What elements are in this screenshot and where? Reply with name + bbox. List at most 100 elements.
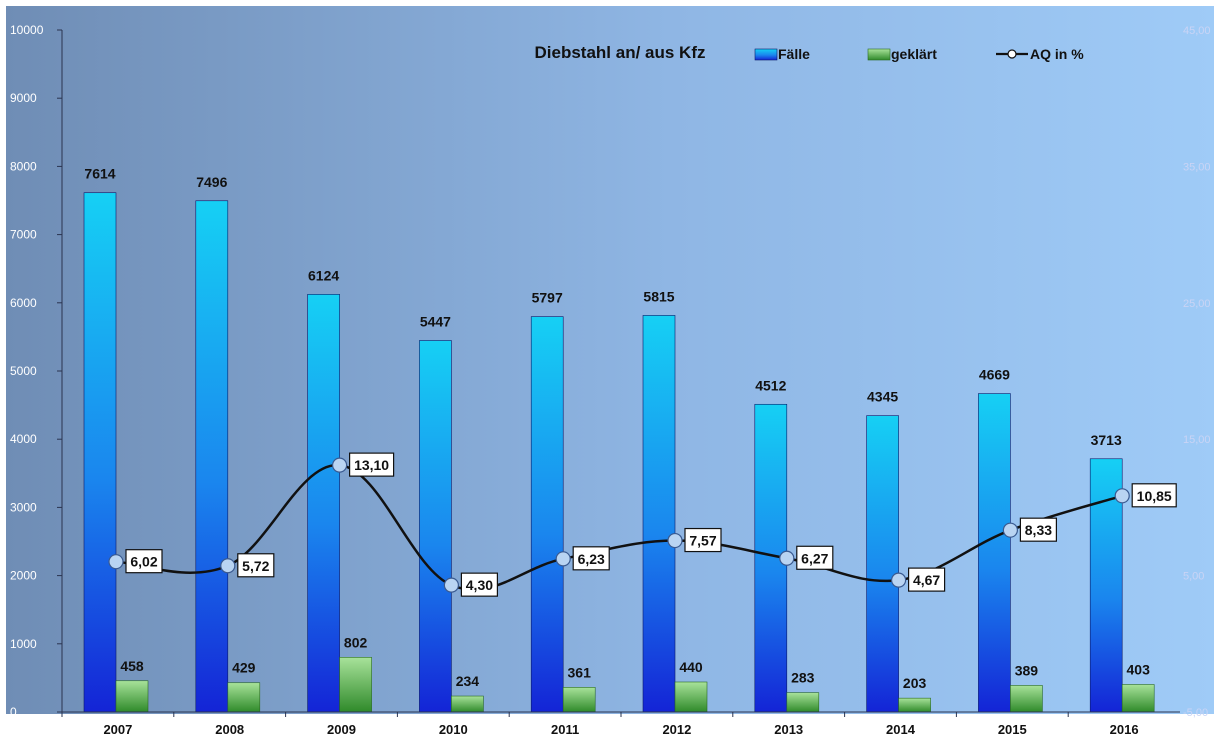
y-tick-label: 9000: [10, 91, 37, 105]
aq-label-box: [1019, 517, 1058, 542]
x-tick-label: 2012: [662, 722, 691, 737]
geklaert-bar: [674, 681, 708, 713]
legend-swatch-aq-marker: [1007, 49, 1017, 59]
geklaert-data-label: 203: [903, 675, 927, 691]
faelle-data-label: 5815: [643, 288, 674, 304]
aq-label-box: [349, 452, 395, 477]
faelle-bar: [307, 294, 340, 713]
faelle-bar: [866, 415, 899, 713]
x-tick-label: 2016: [1110, 722, 1139, 737]
faelle-bar: [530, 316, 564, 713]
aq-label-box: [1131, 483, 1177, 508]
aq-point: [1002, 522, 1019, 538]
geklaert-data-label: 458: [120, 658, 144, 674]
faelle-bar: [978, 393, 1011, 713]
aq-point: [1114, 488, 1130, 504]
geklaert-bar: [339, 657, 372, 713]
y-tick-label: 7000: [10, 228, 37, 242]
geklaert-bar: [562, 687, 596, 713]
geklaert-data-label: 429: [232, 660, 256, 676]
y2-tick-label: 35,00: [1183, 161, 1211, 173]
aq-line-series: 6,02 5,72 13,10 4,30 6,23 7,57 6,27 4,67 8,33 10,…: [108, 452, 1177, 597]
aq-label-box: [684, 527, 722, 553]
faelle-bar: [419, 340, 452, 713]
y2-tick-label: 15,00: [1183, 434, 1211, 446]
geklaert-bar: [1121, 684, 1155, 713]
geklaert-bar: [1010, 685, 1043, 713]
y-tick-label: 6000: [10, 296, 37, 310]
aq-data-label: 4,67: [913, 572, 940, 588]
geklaert-data-label: 283: [791, 670, 815, 686]
aq-data-label: 6,23: [578, 551, 605, 567]
aq-point: [220, 558, 236, 574]
geklaert-bar: [115, 680, 149, 713]
geklaert-data-label: 403: [1127, 662, 1151, 678]
geklaert-bar: [451, 695, 484, 713]
aq-data-label: 10,85: [1137, 488, 1172, 504]
faelle-bar: [195, 200, 229, 713]
legend-swatch-geklaert: [867, 48, 891, 61]
y2-tick-label: 5,00: [1183, 571, 1204, 583]
x-tick-label: 2007: [103, 722, 132, 737]
y-axis: 0 1000 2000 3000 4000 5000 6000 7000 8000 9000 100…: [10, 23, 63, 719]
x-tick-label: 2014: [886, 722, 916, 737]
geklaert-data-label: 440: [679, 659, 703, 675]
aq-label-box: [572, 546, 610, 571]
aq-data-label: 8,33: [1025, 522, 1052, 538]
y-tick-label: 4000: [10, 432, 37, 446]
y2-tick-label: 25,00: [1183, 298, 1211, 310]
x-tick-label: 2011: [551, 722, 579, 737]
aq-point: [332, 457, 348, 473]
aq-data-label: 7,57: [689, 533, 716, 549]
aq-point: [890, 572, 907, 588]
x-tick-label: 2013: [774, 722, 803, 737]
aq-label-box: [460, 572, 498, 597]
x-tick-label: 2010: [439, 722, 468, 737]
faelle-data-label: 7496: [196, 174, 227, 190]
aq-point: [443, 577, 459, 593]
aq-label-box: [796, 545, 834, 570]
faelle-data-label: 4669: [979, 367, 1010, 383]
geklaert-bar: [786, 692, 820, 713]
faelle-data-label: 4512: [755, 377, 786, 393]
x-axis: 2007 2008 2009 2010 2011 2012 2013 2014 2015 2016: [61, 711, 1180, 737]
y-tick-label: 0: [10, 705, 17, 719]
x-tick-label: 2009: [327, 722, 356, 737]
geklaert-data-label: 234: [456, 673, 480, 689]
y2-tick-label: 45,00: [1183, 25, 1211, 37]
faelle-data-label: 5447: [420, 314, 451, 330]
x-tick-label: 2015: [998, 722, 1027, 737]
aq-label-box: [907, 567, 946, 592]
aq-point: [779, 550, 795, 566]
aq-label-box: [237, 553, 275, 578]
legend-label-faelle: Fälle: [778, 46, 810, 62]
y-tick-label: 2000: [10, 569, 37, 583]
secondary-y-axis: -5,00 5,00 15,00 25,00 35,00 45,00: [1183, 25, 1211, 719]
aq-data-label: 4,30: [466, 577, 493, 593]
y-tick-label: 5000: [10, 364, 37, 378]
aq-data-label: 5,72: [242, 558, 269, 574]
aq-data-label: 6,27: [801, 550, 828, 566]
aq-data-label: 13,10: [354, 457, 389, 473]
faelle-data-label: 5797: [532, 290, 563, 306]
bar-series: 7614 458 7496 429 6124 802 5447 234 5797 361 5815 4…: [83, 166, 1155, 713]
y-tick-label: 10000: [10, 23, 44, 37]
y-tick-label: 8000: [10, 159, 37, 173]
faelle-data-label: 4345: [867, 389, 898, 405]
y-tick-label: 3000: [10, 500, 37, 514]
legend-swatch-faelle: [754, 48, 778, 61]
legend-label-geklaert: geklärt: [891, 46, 937, 62]
plot-background: [6, 6, 1214, 714]
legend: Fälle geklärt AQ in %: [754, 46, 1084, 62]
aq-point: [667, 532, 683, 549]
faelle-bar: [642, 315, 676, 713]
geklaert-data-label: 802: [344, 634, 368, 650]
aq-point: [555, 551, 571, 567]
y-tick-label: 1000: [10, 637, 37, 651]
geklaert-data-label: 361: [568, 664, 592, 680]
faelle-data-label: 7614: [84, 166, 115, 182]
faelle-data-label: 3713: [1091, 432, 1122, 448]
faelle-bar: [83, 192, 117, 713]
geklaert-bar: [227, 682, 261, 713]
